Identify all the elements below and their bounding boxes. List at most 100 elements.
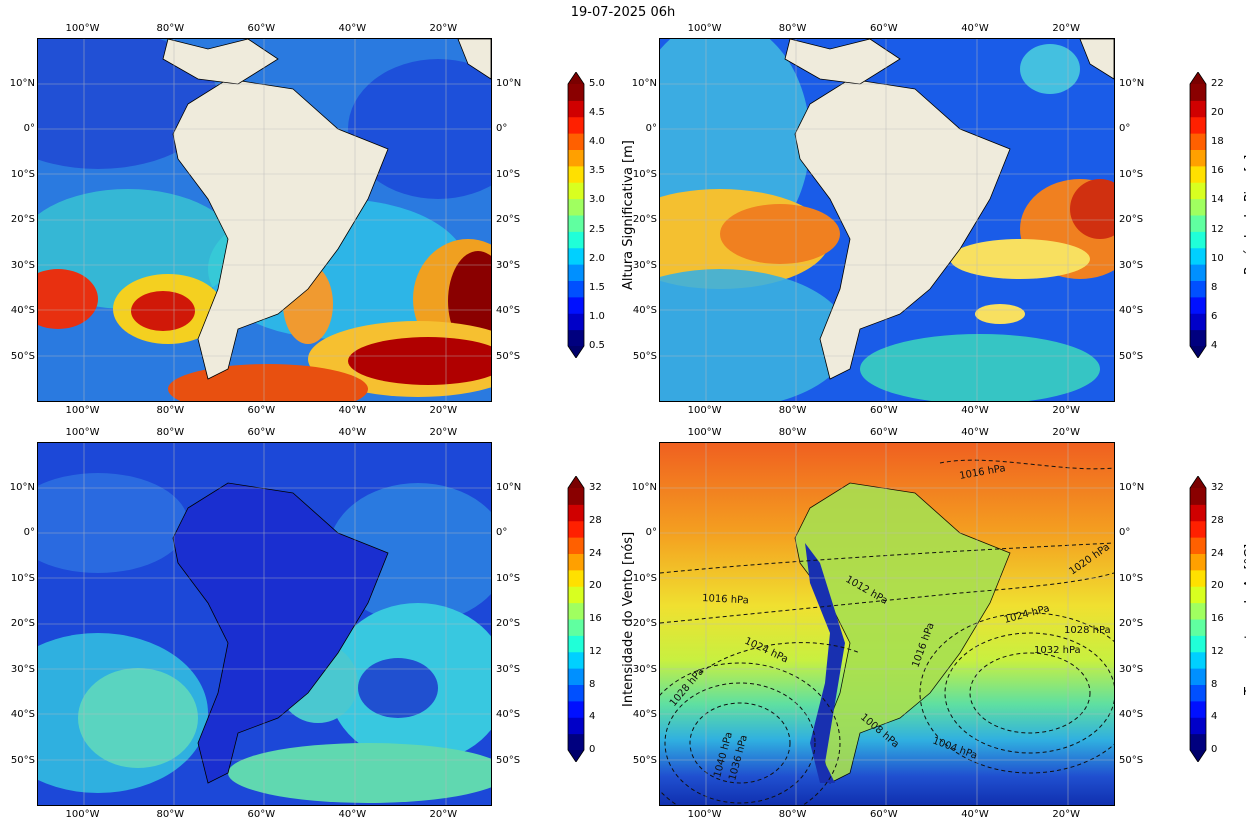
lat-tick-label: 10°S	[496, 168, 521, 180]
lat-tick-label: 10°S	[496, 572, 521, 584]
lon-tick-label: 100°W	[65, 427, 100, 438]
colorbar-tick-label: 20	[589, 580, 602, 592]
lat-tick-label: 10°S	[10, 572, 35, 584]
lon-tick-label: 40°W	[338, 809, 367, 820]
lat-tick-label: 50°S	[10, 350, 35, 362]
lon-tick-label: 40°W	[961, 405, 989, 416]
lon-tick-label: 20°W	[1052, 427, 1081, 438]
air-temperature-field: 1016 hPa 1020 hPa 1012 hPa 1016 hPa 1024…	[660, 443, 1114, 805]
colorbar-extend-min	[568, 346, 584, 358]
lat-tick-label: 10°N	[496, 77, 522, 89]
colorbar-peak-period	[1189, 72, 1207, 358]
lat-tick-label: 40°S	[1119, 709, 1144, 720]
lat-tick-label: 0°	[645, 527, 657, 538]
lat-tick-label: 30°S	[496, 259, 521, 271]
colorbar-extend-max	[568, 476, 584, 488]
colorbar-tick-label: 16	[1211, 613, 1224, 624]
colorbar-extend-min	[568, 750, 584, 762]
lat-tick-label: 10°N	[1119, 481, 1145, 493]
isobar-label: 1016 hPa	[702, 593, 749, 606]
lat-tick-label: 10°S	[632, 572, 657, 584]
colorbar-tick-label: 12	[589, 645, 602, 657]
colorbar-tick-label: 3.5	[589, 165, 605, 177]
wind-speed-field	[38, 443, 491, 805]
lat-tick-label: 10°N	[631, 481, 657, 493]
colorbar-tick-label: 32	[589, 482, 602, 493]
lon-tick-label: 100°W	[65, 405, 100, 416]
lon-tick-label: 80°W	[156, 405, 185, 416]
lat-tick-label: 40°S	[632, 305, 657, 316]
colorbar-tick-label: 8	[1211, 678, 1218, 690]
lon-tick-label: 80°W	[778, 809, 807, 820]
isobar-label: 1032 hPa	[1034, 645, 1081, 656]
lon-tick-label: 20°W	[1052, 809, 1081, 820]
lat-tick-label: 50°S	[1119, 754, 1144, 766]
colorbar-tick-label: 32	[1211, 482, 1224, 493]
colorbar-tick-label: 24	[1211, 547, 1224, 559]
lat-tick-label: 50°S	[632, 754, 657, 766]
colorbar-extend-min	[1190, 750, 1206, 762]
colorbar-tick-label: 1.5	[589, 281, 605, 293]
lat-tick-label: 30°S	[632, 663, 657, 675]
lat-tick-label: 40°S	[632, 709, 657, 720]
lat-tick-label: 0°	[23, 123, 35, 134]
lon-tick-label: 100°W	[65, 23, 100, 34]
lon-tick-label: 60°W	[870, 809, 898, 820]
colorbar-tick-label: 6	[1211, 310, 1218, 322]
lat-tick-label: 30°S	[10, 259, 35, 271]
lat-tick-label: 20°S	[10, 618, 35, 629]
lat-tick-label: 10°S	[10, 168, 35, 180]
lon-tick-label: 40°W	[961, 23, 989, 34]
colorbar-tick-label: 18	[1211, 136, 1224, 148]
lon-tick-label: 60°W	[870, 427, 898, 438]
peak-period-field	[660, 39, 1114, 401]
lat-tick-label: 30°S	[1119, 259, 1144, 271]
lon-tick-label: 60°W	[870, 405, 898, 416]
lat-tick-label: 0°	[645, 123, 657, 134]
colorbar-tick-label: 0.5	[589, 340, 605, 351]
lat-tick-label: 30°S	[10, 663, 35, 675]
lat-tick-label: 40°S	[496, 709, 521, 720]
lon-tick-label: 80°W	[778, 23, 807, 34]
lon-tick-label: 100°W	[687, 427, 722, 438]
lat-tick-label: 40°S	[10, 305, 35, 316]
lon-tick-label: 80°W	[156, 427, 185, 438]
colorbar-tick-label: 12	[1211, 223, 1224, 235]
colorbar-extend-min	[1190, 346, 1206, 358]
lat-tick-label: 0°	[1119, 123, 1131, 134]
lat-tick-label: 10°S	[632, 168, 657, 180]
lat-tick-label: 10°N	[631, 77, 657, 89]
lat-tick-label: 10°N	[1119, 77, 1145, 89]
colorbar-tick-label: 8	[589, 678, 596, 690]
colorbar-extend-max	[568, 72, 584, 84]
lat-tick-label: 0°	[23, 527, 35, 538]
colorbar-tick-label: 16	[1211, 165, 1224, 177]
lon-tick-label: 40°W	[961, 809, 989, 820]
lat-tick-label: 30°S	[1119, 663, 1144, 675]
lon-tick-label: 20°W	[429, 23, 458, 34]
lon-tick-label: 40°W	[338, 23, 367, 34]
map-wave-height	[37, 38, 492, 402]
colorbar-tick-label: 4	[589, 711, 596, 723]
lat-tick-label: 40°S	[496, 305, 521, 316]
colorbar-tick-label: 2.5	[589, 223, 605, 235]
lat-tick-label: 40°S	[10, 709, 35, 720]
lat-tick-label: 20°S	[632, 214, 657, 225]
lon-tick-label: 40°W	[338, 405, 367, 416]
lon-tick-label: 20°W	[429, 405, 458, 416]
figure-title: 19-07-2025 06h	[570, 5, 676, 20]
lon-tick-label: 40°W	[961, 427, 989, 438]
colorbar-tick-label: 4.0	[589, 136, 605, 148]
lat-tick-label: 20°S	[1119, 618, 1144, 629]
colorbar-tick-label: 22	[1211, 78, 1224, 89]
lat-tick-label: 50°S	[496, 350, 521, 362]
lon-tick-label: 60°W	[247, 809, 276, 820]
lat-tick-label: 0°	[1119, 527, 1131, 538]
colorbar-tick-label: 28	[1211, 514, 1224, 526]
lat-tick-label: 50°S	[1119, 350, 1144, 362]
lon-tick-label: 80°W	[156, 23, 185, 34]
lon-tick-label: 20°W	[429, 809, 458, 820]
colorbar-tick-label: 4	[1211, 340, 1218, 351]
isobar-label: 1028 hPa	[1064, 625, 1111, 636]
colorbar-tick-label: 10	[1211, 252, 1224, 264]
